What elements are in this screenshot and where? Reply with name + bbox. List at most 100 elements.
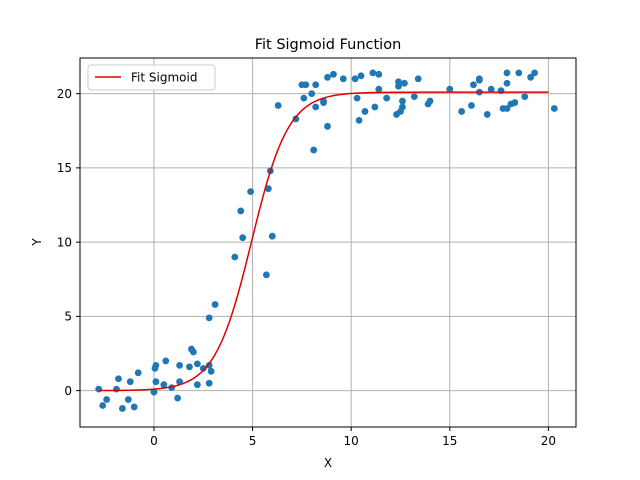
data-point — [152, 361, 160, 369]
data-point — [302, 81, 310, 89]
data-point — [483, 111, 491, 118]
data-point — [193, 360, 201, 368]
data-point — [521, 93, 529, 101]
data-point — [312, 103, 320, 111]
data-point — [399, 103, 406, 111]
grid-layer — [80, 58, 576, 427]
data-point — [239, 234, 247, 242]
data-point — [470, 81, 477, 89]
data-point — [99, 402, 107, 409]
data-point — [150, 388, 158, 396]
data-point — [231, 253, 239, 261]
fit-line-layer — [98, 91, 549, 392]
data-point — [395, 82, 402, 90]
x-tick-label: 20 — [541, 434, 556, 448]
data-point — [353, 94, 361, 102]
data-point — [95, 385, 103, 393]
data-point — [300, 94, 308, 102]
data-point — [162, 357, 170, 365]
data-point — [160, 381, 168, 389]
data-point — [468, 102, 475, 109]
data-point — [152, 378, 160, 386]
data-point — [174, 394, 182, 402]
data-point — [371, 103, 379, 111]
data-point — [134, 369, 142, 377]
data-point — [339, 75, 347, 83]
data-point — [375, 70, 383, 78]
data-point — [189, 348, 197, 356]
data-point — [268, 232, 276, 240]
fit-sigmoid-line — [98, 91, 549, 392]
y-tick-label: 0 — [64, 384, 72, 398]
scatter-points — [95, 69, 558, 412]
ticks-layer: 0 5 10 15 20 0 5 10 15 20 — [57, 87, 556, 448]
data-point — [399, 97, 406, 105]
data-point — [274, 102, 282, 109]
data-point — [207, 367, 215, 375]
chart-title: Fit Sigmoid Function — [255, 37, 402, 53]
data-point — [458, 108, 466, 115]
data-point — [205, 361, 213, 369]
data-point — [550, 105, 558, 112]
data-point — [401, 79, 408, 87]
data-point — [119, 405, 126, 412]
data-point — [126, 378, 134, 386]
data-point — [369, 69, 377, 77]
data-point — [113, 385, 120, 393]
data-point — [115, 375, 122, 383]
data-point — [186, 363, 193, 371]
data-point — [292, 115, 300, 123]
data-point — [361, 108, 369, 115]
data-point — [324, 73, 331, 81]
data-point — [247, 188, 254, 196]
data-point — [237, 207, 245, 215]
data-point — [503, 79, 511, 87]
data-point — [357, 72, 365, 80]
data-point — [205, 379, 213, 387]
x-tick-label: 0 — [150, 434, 158, 448]
y-tick-label: 15 — [57, 161, 72, 175]
legend: Fit Sigmoid — [87, 64, 216, 91]
data-point — [124, 396, 132, 403]
data-point — [446, 85, 454, 93]
data-point — [324, 122, 331, 130]
data-point — [199, 364, 207, 372]
data-point — [531, 69, 538, 77]
data-point — [308, 90, 316, 98]
data-point — [355, 116, 363, 124]
y-tick-label: 5 — [64, 310, 72, 324]
data-point — [383, 94, 391, 102]
data-point — [330, 70, 337, 78]
legend-label-fit-sigmoid: Fit Sigmoid — [131, 71, 197, 85]
x-tick-label: 15 — [442, 434, 457, 448]
data-point — [511, 99, 519, 106]
x-tick-label: 10 — [344, 434, 359, 448]
x-tick-label: 5 — [249, 434, 257, 448]
data-point — [130, 403, 138, 411]
data-point — [103, 396, 111, 403]
data-point — [527, 73, 535, 81]
data-point — [414, 75, 422, 83]
data-point — [205, 314, 213, 322]
data-point — [375, 85, 383, 93]
data-point — [503, 69, 511, 77]
data-point — [497, 87, 505, 95]
data-point — [262, 271, 270, 279]
y-tick-label: 20 — [57, 87, 72, 101]
data-point — [176, 361, 183, 369]
legend-box — [87, 64, 216, 91]
data-point — [475, 75, 483, 83]
y-axis-label: Y — [30, 238, 44, 247]
y-tick-label: 10 — [57, 235, 72, 249]
data-point — [487, 85, 495, 93]
data-point — [351, 75, 359, 83]
data-point — [503, 105, 511, 112]
data-point — [515, 69, 523, 77]
data-point — [264, 185, 272, 193]
data-point — [312, 81, 320, 89]
data-point — [193, 381, 201, 389]
data-point — [426, 97, 434, 105]
x-axis-label: X — [324, 456, 332, 470]
